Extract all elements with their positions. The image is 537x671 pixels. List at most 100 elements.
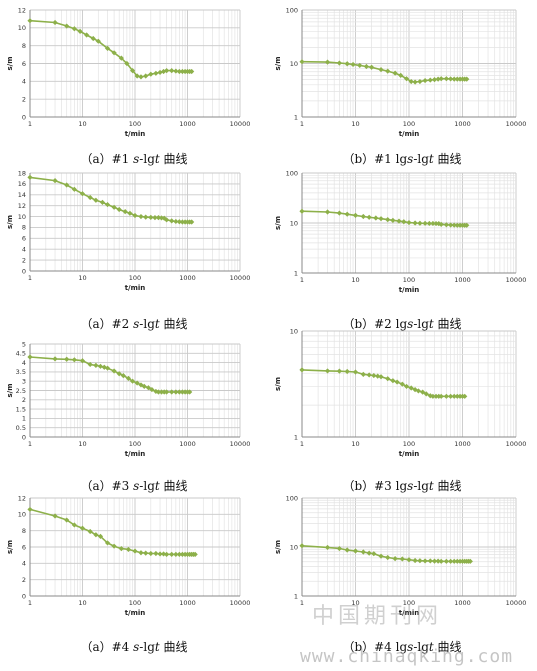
x-tick-label: 10 [351, 440, 359, 448]
data-point-marker [385, 554, 391, 561]
data-point-marker [71, 186, 77, 192]
data-point-marker [378, 216, 384, 222]
data-point-marker [399, 381, 405, 387]
caption-var: s [133, 479, 140, 493]
y-tick-label: 16 [18, 180, 26, 188]
caption-mid: -lg [139, 640, 155, 654]
data-point-marker [423, 391, 429, 397]
data-point-marker [324, 209, 331, 215]
caption-mid: -lg [413, 152, 429, 166]
caption-var: s [133, 640, 140, 654]
x-tick-label: 10000 [506, 276, 527, 284]
chart-panel-b1: 1 10 100 1000 10000 1 10 100 t/min s/m （b）#1 lgs-l… [268, 0, 536, 167]
data-point-marker [412, 557, 418, 564]
chart-svg: 1 10 100 1000 10000 1 10 100 t/min s/m [274, 494, 526, 617]
data-point-marker [443, 76, 449, 82]
y-axis-title: s/m [274, 216, 282, 230]
caption-var2: t [428, 479, 434, 493]
data-point-marker [64, 356, 70, 362]
data-point-marker [132, 212, 138, 219]
caption-label: （b）#2 lg [342, 317, 408, 331]
y-tick-label: 6 [22, 60, 26, 68]
y-axis-title: s/m [6, 56, 14, 70]
data-point-marker [438, 76, 444, 82]
data-point-marker [90, 35, 96, 42]
data-point-marker [27, 174, 33, 180]
data-point-marker [299, 208, 305, 214]
caption-tail: 曲线 [159, 317, 188, 331]
data-point-marker [417, 558, 423, 564]
data-point-marker [352, 369, 359, 375]
data-point-marker [352, 548, 359, 554]
data-point-marker [64, 23, 70, 29]
data-point-marker [164, 217, 170, 223]
data-point-marker [422, 220, 428, 226]
data-point-marker [111, 204, 117, 210]
x-tick-label: 10000 [230, 274, 251, 282]
y-axis-title: s/m [6, 383, 14, 397]
data-point-marker [79, 525, 86, 531]
x-tick-label: 1000 [179, 440, 196, 448]
x-axis-title: t/min [399, 609, 420, 617]
x-tick-label: 1000 [454, 120, 471, 128]
y-tick-label: 4 [22, 78, 26, 86]
data-point-marker [138, 213, 144, 220]
data-point-marker [176, 68, 182, 75]
data-point-marker [27, 18, 33, 24]
data-point-marker [104, 201, 111, 208]
data-point-marker [336, 368, 342, 374]
x-tick-label: 1000 [454, 599, 471, 607]
data-point-marker [299, 367, 305, 373]
y-tick-label: 2 [22, 256, 26, 264]
data-point-marker [93, 197, 99, 203]
data-point-marker [451, 222, 457, 228]
y-tick-label: 8 [22, 42, 26, 50]
data-point-marker [71, 26, 77, 32]
data-point-marker [52, 19, 58, 26]
data-point-marker [390, 378, 396, 384]
data-point-marker [360, 371, 366, 377]
y-tick-label: 3.5 [16, 368, 26, 376]
data-point-marker [426, 220, 432, 227]
data-point-marker [155, 215, 162, 221]
caption-tail: 曲线 [159, 479, 188, 493]
data-point-marker [173, 68, 179, 74]
data-point-marker [120, 373, 126, 379]
x-tick-label: 100 [129, 440, 141, 448]
y-tick-label: 12 [18, 202, 26, 210]
caption-var: s [133, 317, 140, 331]
data-point-marker [143, 73, 149, 79]
x-tick-label: 10000 [230, 440, 251, 448]
figure-caption: （b）#1 lgs-lgt 曲线 [272, 150, 532, 167]
data-point-marker [369, 64, 375, 70]
chart-svg: 1 10 100 1000 10000 1 10 100 t/min s/m [274, 6, 526, 138]
x-tick-label: 1 [28, 599, 32, 607]
data-point-marker [299, 543, 305, 549]
data-point-marker [125, 546, 132, 553]
y-tick-label: 10 [290, 219, 298, 227]
caption-label: （a）#3 [80, 479, 134, 493]
data-point-marker [134, 380, 140, 386]
data-point-marker [169, 68, 175, 74]
chart-svg: 1 10 100 1000 10000 00.51 1.522.53 3.544.5 5 t/mi… [6, 340, 251, 458]
data-point-marker [422, 558, 428, 564]
y-tick-label: 10 [290, 327, 298, 335]
caption-var: s [133, 152, 140, 166]
chart-panel-a3: 1 10 100 1000 10000 0 0.5 1 1.5 2 2.5 3 3.5 4 4.5 5 t/mi… [0, 327, 268, 493]
data-point-marker [336, 60, 342, 66]
y-tick-label: 0 [22, 267, 26, 275]
data-point-marker [406, 557, 412, 563]
figure-caption: （b）#2 lgs-lgt 曲线 [272, 315, 532, 332]
caption-tail: 曲线 [433, 152, 462, 166]
caption-var: s [407, 317, 414, 331]
data-point-marker [127, 210, 133, 216]
x-tick-label: 1000 [454, 276, 471, 284]
y-tick-label: 0 [22, 592, 26, 600]
data-point-marker [164, 551, 170, 557]
caption-var: s [407, 152, 414, 166]
chart-svg: 1 10 100 1000 10000 1 10 t/min s/m [274, 327, 526, 458]
y-tick-label: 18 [18, 169, 26, 177]
data-point-marker [122, 209, 128, 215]
data-point-marker [443, 393, 449, 399]
data-point-marker [394, 379, 400, 385]
